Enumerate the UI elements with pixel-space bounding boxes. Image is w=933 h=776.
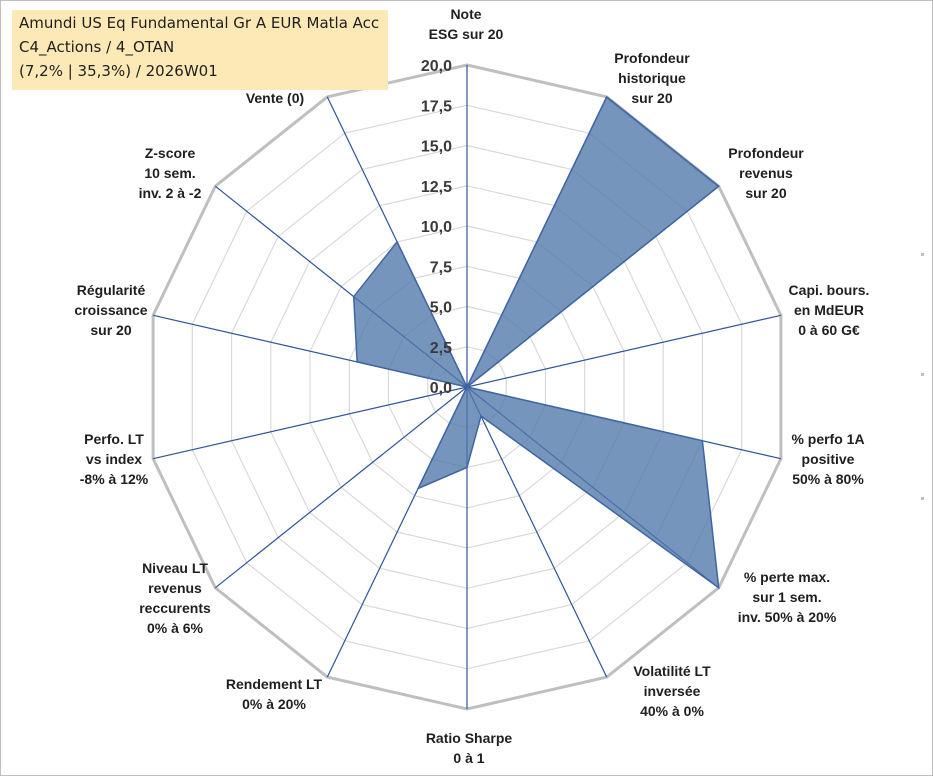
category-label-13-line-2: Vente (0)	[246, 90, 304, 106]
category-label-11: Régularité croissance sur 20	[74, 282, 147, 338]
tick-label-layer: 0,0 2,5 5,0 7,5 10,0 12,5 15,0 17,5 20,0	[421, 58, 452, 397]
category-label-1-line-1: historique	[618, 70, 686, 86]
title-stats: (7,2% | 35,3%) / 2026W01	[19, 62, 218, 80]
category-label-8: Rendement LT 0% à 20%	[226, 676, 323, 712]
tick-label-7: 17,5	[421, 98, 452, 115]
category-label-7-line-1: 0 à 1	[453, 750, 484, 766]
category-label-1-line-0: Profondeur	[614, 50, 690, 66]
series-area-0	[352, 95, 720, 590]
category-label-8-line-1: 0% à 20%	[242, 696, 306, 712]
title-fund-name: Amundi US Eq Fundamental Gr A EUR Matla …	[19, 14, 380, 32]
category-label-12-line-0: Z-score	[145, 145, 196, 161]
category-label-7: Ratio Sharpe 0 à 1	[426, 730, 513, 766]
category-label-4: % perfo 1A positive 50% à 80%	[791, 431, 864, 487]
category-label-0-line-1: ESG sur 20	[429, 26, 504, 42]
tick-label-2: 5,0	[430, 300, 452, 317]
tick-label-0: 0,0	[430, 380, 452, 397]
scroll-marker-mid	[921, 373, 924, 376]
category-label-3: Capi. bours. en MdEUR 0 à 60 G€	[789, 282, 870, 338]
category-label-5-line-2: inv. 50% à 20%	[738, 609, 837, 625]
category-label-6-line-1: inversée	[644, 683, 701, 699]
category-label-4-line-1: positive	[802, 451, 855, 467]
category-label-5-line-0: % perte max.	[744, 569, 830, 585]
category-label-1-line-2: sur 20	[631, 90, 672, 106]
scroll-marker-bottom	[921, 497, 924, 500]
tick-label-3: 7,5	[430, 259, 452, 276]
category-label-9: Niveau LT revenus reccurents 0% à 6%	[139, 560, 211, 636]
chart-title-box: Amundi US Eq Fundamental Gr A EUR Matla …	[12, 10, 388, 90]
title-category: C4_Actions / 4_OTAN	[19, 38, 175, 56]
category-label-3-line-0: Capi. bours.	[789, 282, 870, 298]
category-label-0: Note ESG sur 20	[429, 6, 504, 42]
category-label-9-line-1: revenus	[148, 580, 202, 596]
axis-spoke-9	[214, 386, 468, 589]
category-label-9-line-0: Niveau LT	[142, 560, 208, 576]
series-layer	[352, 95, 720, 590]
category-label-6-line-2: 40% à 0%	[640, 703, 704, 719]
category-label-3-line-2: 0 à 60 G€	[798, 322, 860, 338]
category-label-0-line-0: Note	[450, 6, 481, 22]
category-label-10-line-0: Perfo. LT	[84, 431, 144, 447]
axis-spoke-3	[466, 314, 782, 388]
category-label-6: Volatilité LT inversée 40% à 0%	[633, 663, 711, 719]
category-label-12: Z-score 10 sem. inv. 2 à -2	[139, 145, 202, 201]
category-label-1: Profondeur historique sur 20	[614, 50, 690, 106]
tick-label-6: 15,0	[421, 139, 452, 156]
category-label-11-line-2: sur 20	[90, 322, 131, 338]
axis-spoke-10	[152, 386, 468, 460]
category-label-12-line-1: 10 sem.	[144, 165, 195, 181]
category-label-10-line-1: vs index	[86, 451, 142, 467]
tick-label-8: 20,0	[421, 58, 452, 75]
category-label-2-line-2: sur 20	[745, 185, 786, 201]
tick-label-1: 2,5	[430, 340, 452, 357]
category-label-6-line-0: Volatilité LT	[633, 663, 711, 679]
axis-spoke-6	[466, 386, 608, 678]
category-label-7-line-0: Ratio Sharpe	[426, 730, 513, 746]
category-label-3-line-1: en MdEUR	[794, 302, 864, 318]
tick-label-4: 10,0	[421, 219, 452, 236]
category-label-12-line-2: inv. 2 à -2	[139, 185, 202, 201]
category-label-2: Profondeur revenus sur 20	[728, 145, 804, 201]
scroll-marker-top	[921, 253, 924, 256]
category-label-11-line-0: Régularité	[77, 282, 146, 298]
category-label-5-line-1: sur 1 sem.	[752, 589, 821, 605]
category-label-5: % perte max. sur 1 sem. inv. 50% à 20%	[738, 569, 837, 625]
category-label-9-line-2: reccurents	[139, 600, 211, 616]
category-label-10: Perfo. LT vs index -8% à 12%	[80, 431, 149, 487]
category-label-4-line-2: 50% à 80%	[792, 471, 864, 487]
category-label-4-line-0: % perfo 1A	[791, 431, 864, 447]
category-label-2-line-0: Profondeur	[728, 145, 804, 161]
category-label-9-line-3: 0% à 6%	[147, 620, 204, 636]
tick-label-5: 12,5	[421, 179, 452, 196]
category-label-8-line-0: Rendement LT	[226, 676, 323, 692]
category-label-10-line-2: -8% à 12%	[80, 471, 149, 487]
category-label-2-line-1: revenus	[739, 165, 793, 181]
category-label-11-line-1: croissance	[74, 302, 147, 318]
